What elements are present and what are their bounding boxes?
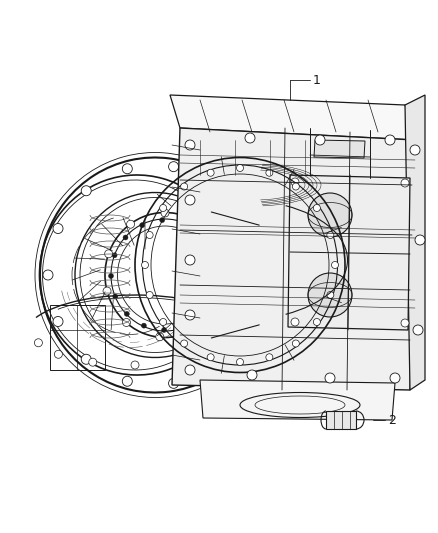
Circle shape: [185, 140, 195, 150]
Circle shape: [159, 205, 166, 212]
Polygon shape: [405, 95, 425, 390]
Circle shape: [313, 319, 320, 326]
Circle shape: [185, 365, 195, 375]
Circle shape: [199, 313, 205, 318]
Circle shape: [216, 276, 222, 280]
Circle shape: [123, 235, 128, 240]
Circle shape: [327, 292, 334, 298]
Circle shape: [266, 169, 273, 176]
Circle shape: [191, 325, 199, 333]
Circle shape: [237, 359, 244, 366]
Circle shape: [122, 164, 132, 174]
Circle shape: [89, 358, 97, 366]
Circle shape: [123, 319, 131, 327]
Circle shape: [103, 287, 111, 295]
Circle shape: [185, 255, 195, 265]
Circle shape: [112, 253, 117, 258]
Circle shape: [327, 231, 334, 239]
Circle shape: [141, 323, 146, 328]
Circle shape: [185, 310, 195, 320]
Circle shape: [215, 297, 223, 305]
Circle shape: [180, 183, 187, 190]
Circle shape: [292, 340, 299, 347]
Circle shape: [113, 294, 118, 299]
Circle shape: [131, 361, 139, 369]
Circle shape: [173, 358, 181, 366]
Circle shape: [291, 178, 299, 186]
Circle shape: [313, 205, 320, 212]
Circle shape: [141, 262, 148, 269]
Circle shape: [212, 180, 221, 190]
Circle shape: [156, 333, 164, 341]
Circle shape: [43, 270, 53, 280]
Circle shape: [207, 354, 214, 361]
Circle shape: [325, 373, 335, 383]
Circle shape: [212, 296, 216, 301]
Polygon shape: [200, 380, 395, 420]
Circle shape: [160, 217, 165, 223]
Circle shape: [237, 165, 244, 172]
Circle shape: [308, 273, 352, 317]
Circle shape: [124, 311, 129, 317]
Circle shape: [308, 193, 352, 237]
Circle shape: [207, 169, 214, 176]
Circle shape: [415, 235, 425, 245]
Circle shape: [216, 268, 221, 273]
Circle shape: [332, 262, 339, 269]
Circle shape: [401, 179, 409, 187]
Circle shape: [169, 378, 179, 389]
Circle shape: [54, 350, 62, 358]
Circle shape: [81, 354, 91, 364]
Circle shape: [185, 195, 195, 205]
Polygon shape: [288, 175, 410, 330]
Polygon shape: [326, 411, 356, 429]
Circle shape: [105, 250, 113, 258]
Circle shape: [127, 220, 134, 228]
Circle shape: [217, 250, 226, 258]
Circle shape: [401, 319, 409, 327]
Circle shape: [243, 215, 253, 225]
Circle shape: [122, 376, 132, 386]
Circle shape: [390, 373, 400, 383]
Circle shape: [35, 339, 42, 347]
Text: 1: 1: [313, 74, 321, 86]
Circle shape: [195, 220, 203, 228]
Circle shape: [146, 231, 153, 239]
Circle shape: [146, 292, 153, 298]
Circle shape: [162, 327, 166, 333]
Circle shape: [292, 183, 299, 190]
Circle shape: [228, 339, 236, 347]
Text: 2: 2: [388, 414, 396, 426]
Circle shape: [109, 273, 113, 278]
Circle shape: [53, 317, 63, 327]
Circle shape: [81, 185, 91, 196]
Circle shape: [413, 325, 423, 335]
Circle shape: [53, 223, 63, 233]
Circle shape: [180, 221, 185, 225]
Circle shape: [291, 318, 299, 326]
Circle shape: [212, 360, 221, 370]
Circle shape: [208, 350, 215, 358]
Circle shape: [182, 324, 187, 329]
Circle shape: [266, 354, 273, 361]
Circle shape: [245, 133, 255, 143]
Polygon shape: [172, 128, 415, 390]
Circle shape: [180, 340, 187, 347]
Circle shape: [410, 145, 420, 155]
Polygon shape: [170, 95, 415, 140]
Circle shape: [159, 319, 166, 326]
Circle shape: [385, 135, 395, 145]
Circle shape: [247, 370, 257, 380]
Circle shape: [198, 231, 203, 236]
Circle shape: [161, 209, 169, 217]
Circle shape: [140, 223, 145, 228]
Circle shape: [169, 161, 179, 172]
Polygon shape: [314, 140, 365, 158]
Circle shape: [243, 325, 253, 335]
Circle shape: [211, 247, 215, 253]
Circle shape: [315, 135, 325, 145]
